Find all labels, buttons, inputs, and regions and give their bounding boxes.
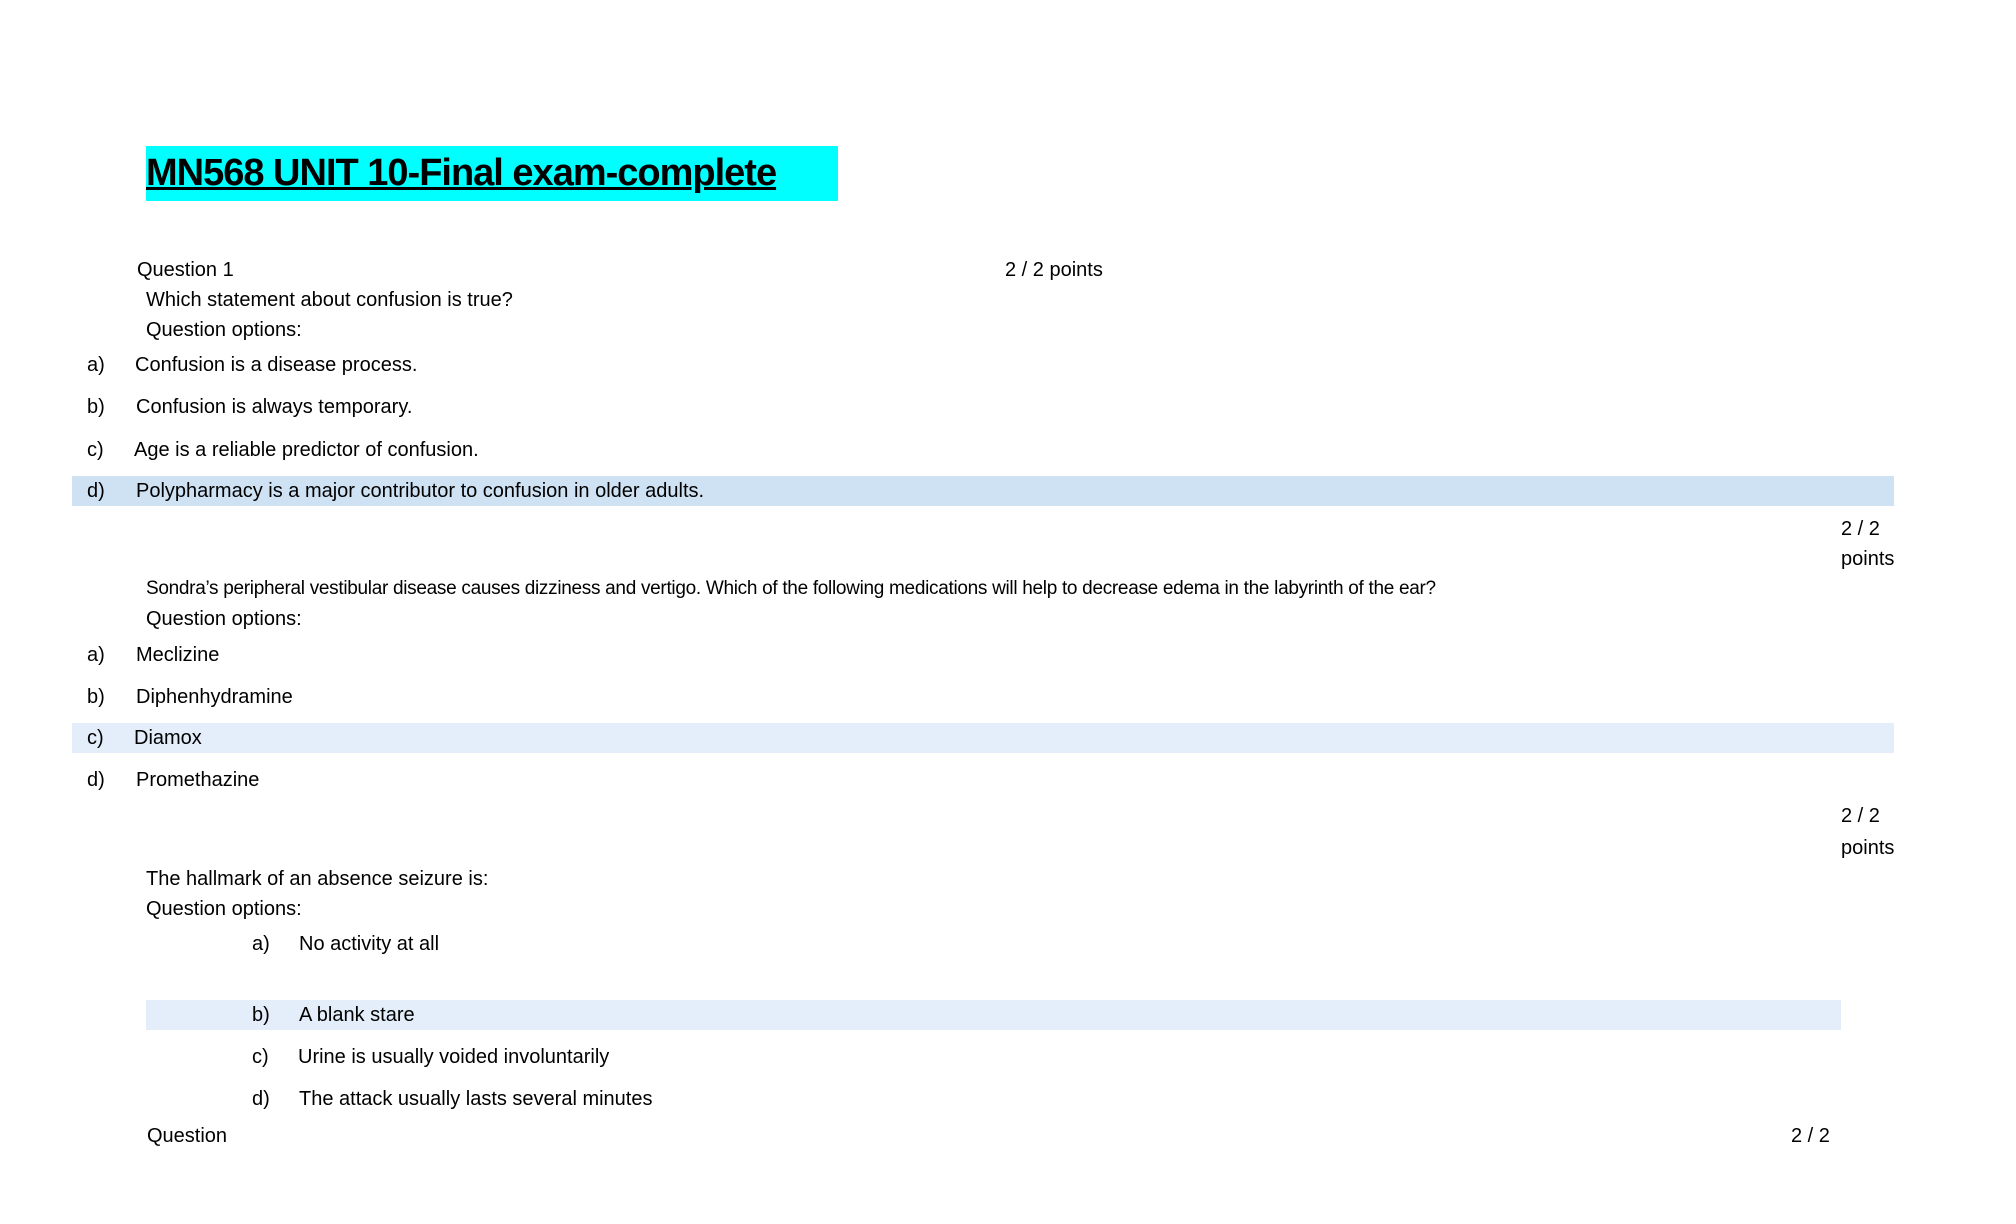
question-text: Which statement about confusion is true?: [146, 289, 513, 311]
option-text: Diamox: [134, 727, 202, 749]
question-score: 2 / 2: [1841, 518, 1880, 540]
option-letter: d): [252, 1088, 270, 1110]
option-text: Polypharmacy is a major contributor to c…: [136, 480, 705, 502]
option-text: The attack usually lasts several minutes: [299, 1088, 653, 1110]
question-score: 2 / 2: [1791, 1125, 1830, 1147]
option-text: Diphenhydramine: [136, 686, 293, 708]
option-letter: a): [87, 644, 105, 666]
option-letter: c): [252, 1046, 269, 1068]
question-score-unit: points: [1841, 548, 1895, 570]
document-title-highlight: MN568 UNIT 10-Final exam-complete: [146, 146, 838, 201]
question-text: Sondra’s peripheral vestibular disease c…: [146, 578, 1436, 599]
question-text: The hallmark of an absence seizure is:: [146, 868, 489, 890]
question-score: 2 / 2 points: [1005, 259, 1103, 281]
question-score: 2 / 2: [1841, 805, 1880, 827]
options-label: Question options:: [146, 319, 302, 341]
option-text: Confusion is always temporary.: [136, 396, 413, 418]
option-letter: b): [87, 396, 105, 418]
option-text: Confusion is a disease process.: [135, 354, 418, 376]
option-text: A blank stare: [299, 1004, 415, 1026]
option-text: Age is a reliable predictor of confusion…: [134, 439, 479, 461]
options-label: Question options:: [146, 898, 302, 920]
option-text: No activity at all: [299, 933, 440, 955]
question-label: Question 1: [137, 259, 234, 281]
correct-answer-highlight: [72, 476, 1894, 506]
option-text: Urine is usually voided involuntarily: [298, 1046, 610, 1068]
option-letter: b): [252, 1004, 270, 1026]
option-letter: a): [87, 354, 105, 376]
option-letter: d): [87, 769, 105, 791]
option-text: Meclizine: [136, 644, 220, 666]
options-label: Question options:: [146, 608, 302, 630]
option-text: Promethazine: [136, 769, 260, 791]
option-letter: d): [87, 480, 105, 502]
option-letter: a): [252, 933, 270, 955]
question-score-unit: points: [1841, 837, 1895, 859]
option-letter: c): [87, 439, 104, 461]
option-letter: c): [87, 727, 104, 749]
question-label: Question: [147, 1125, 228, 1147]
correct-answer-highlight: [146, 1000, 1841, 1030]
document-title: MN568 UNIT 10-Final exam-complete: [146, 152, 777, 194]
correct-answer-highlight: [72, 723, 1894, 753]
option-letter: b): [87, 686, 105, 708]
